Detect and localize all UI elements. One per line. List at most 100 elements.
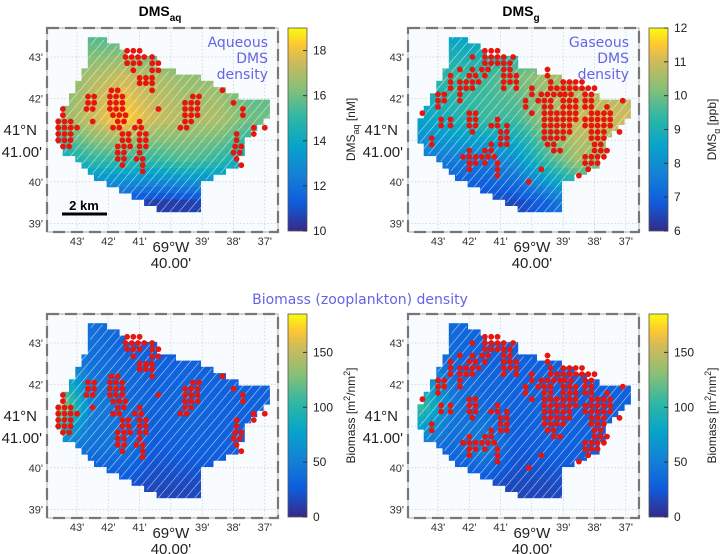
sample-dot <box>182 106 188 112</box>
sample-dot <box>128 340 135 346</box>
sample-dot <box>597 433 604 440</box>
sample-dot <box>138 410 145 417</box>
sample-dot <box>560 116 567 123</box>
sample-dot <box>182 118 188 125</box>
map-panel-2: 43' 42' 41' 39' 38' 37' 43' 42' 40' 39' 69°W40.00'… <box>363 3 720 272</box>
sample-dot <box>594 396 601 403</box>
sample-dot <box>143 137 149 144</box>
sample-dot <box>135 54 141 60</box>
sample-dot <box>183 124 190 131</box>
sample-dot <box>560 371 567 378</box>
sample-dot <box>488 340 495 346</box>
y-tick-label: 40' <box>390 463 404 475</box>
sample-dot <box>566 129 573 135</box>
sample-dot <box>91 99 98 106</box>
sample-dot <box>438 116 444 123</box>
sample-dot <box>114 87 121 94</box>
sample-dot <box>469 129 476 135</box>
sample-dot <box>107 392 113 398</box>
sample-dot <box>513 365 520 371</box>
sample-dot <box>604 433 610 440</box>
sample-dot <box>114 118 121 125</box>
sample-dot <box>107 385 113 392</box>
sample-dot <box>588 104 595 110</box>
sample-dot <box>588 439 595 446</box>
sample-dot <box>441 383 448 390</box>
sample-dot <box>494 60 501 67</box>
sample-dot <box>113 379 119 386</box>
x-tick-label: 38' <box>587 236 601 248</box>
sample-dot <box>494 402 501 409</box>
sample-dot <box>535 383 542 390</box>
y-tick-label: 40' <box>29 177 43 189</box>
x-tick-label: 38' <box>226 236 240 248</box>
sample-dot <box>504 135 510 142</box>
colorbar-label: DMSaq [nM] <box>344 98 361 161</box>
sample-dot <box>472 408 479 415</box>
sample-dot <box>136 143 143 150</box>
sample-dot <box>594 129 601 135</box>
sample-dot <box>472 160 479 167</box>
sample-dot <box>149 74 156 81</box>
sample-dot <box>61 131 68 137</box>
sample-dot <box>550 91 557 98</box>
y-tick-label: 43' <box>390 52 404 64</box>
sample-dot <box>588 421 595 427</box>
sample-dot <box>136 333 143 340</box>
sample-dot <box>149 87 156 94</box>
sample-dot <box>591 433 598 440</box>
sample-dot <box>143 429 149 436</box>
y-center-sublabel: 41.00' <box>363 144 404 161</box>
sample-dot <box>547 390 554 396</box>
sample-dot <box>560 104 567 110</box>
sample-dot <box>119 99 126 106</box>
sample-dot <box>582 153 588 160</box>
sample-dot <box>607 122 614 129</box>
colorbar-scale <box>287 313 308 518</box>
sample-dot <box>447 72 454 79</box>
sample-dot <box>139 168 146 175</box>
sample-dot <box>591 141 598 148</box>
y-tick-label: 40' <box>390 177 404 189</box>
sample-dot <box>91 379 98 386</box>
sample-dot <box>183 410 190 417</box>
sample-dot <box>196 93 203 100</box>
sample-dot <box>139 454 146 461</box>
sample-dot <box>428 427 435 434</box>
sample-dot <box>466 452 473 459</box>
sample-dot <box>149 60 156 67</box>
sample-dot <box>541 116 548 123</box>
sample-dot <box>121 149 127 156</box>
sample-dot <box>133 156 140 162</box>
colorbar-scale <box>648 313 669 518</box>
sample-dot <box>547 415 554 421</box>
sample-dot <box>538 377 545 384</box>
sample-dot <box>601 415 607 421</box>
sample-dot <box>566 371 573 378</box>
sample-dot <box>61 423 68 430</box>
text-span: /nm <box>344 376 358 396</box>
sample-dot <box>554 116 560 123</box>
x-tick-label: 37' <box>258 236 272 248</box>
sample-dot <box>572 371 579 378</box>
sample-dot <box>67 423 74 430</box>
sample-dot <box>466 402 473 409</box>
sample-dot <box>482 72 488 79</box>
sample-dot <box>538 166 545 173</box>
sample-dot <box>188 118 195 125</box>
sample-dot <box>116 124 123 131</box>
sample-dot <box>114 429 121 436</box>
sample-dot <box>547 97 554 104</box>
colorbar-tick-label: 50 <box>313 455 327 469</box>
x-tick-label: 43' <box>70 236 84 248</box>
sample-dot <box>541 122 548 129</box>
sample-dot <box>547 135 554 142</box>
x-tick-label: 39' <box>195 522 209 534</box>
sample-dot <box>482 358 488 365</box>
sample-dot <box>143 74 149 81</box>
sample-dot <box>607 396 614 403</box>
sample-dot <box>114 149 121 156</box>
sample-dot <box>435 377 441 384</box>
sample-dot <box>55 131 62 137</box>
